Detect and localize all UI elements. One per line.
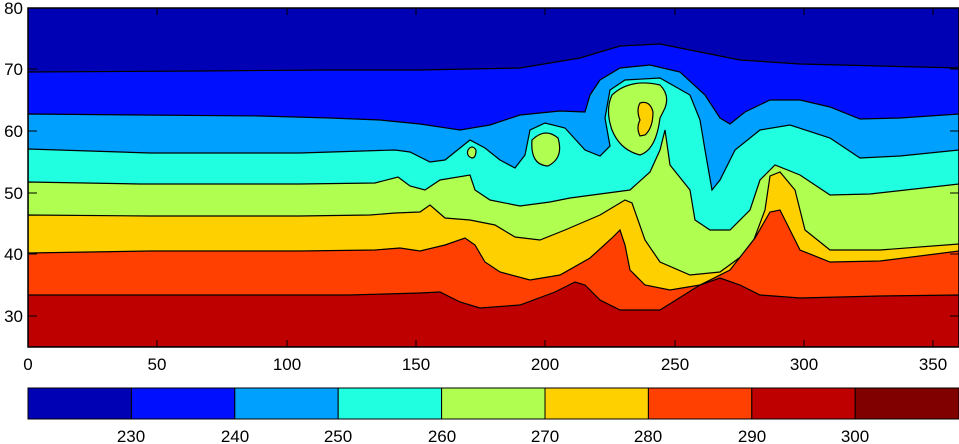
vortex-core-green	[607, 82, 668, 156]
x-tick-250: 250	[661, 355, 689, 374]
colorbar-swatch-6	[544, 387, 649, 420]
x-tick-100: 100	[273, 355, 301, 374]
colorbar-labels: 230 240 250 260 270 280 290 300	[117, 427, 869, 444]
colorbar-label-250: 250	[324, 427, 352, 444]
y-tick-50: 50	[4, 184, 23, 203]
x-tick-300: 300	[790, 355, 818, 374]
x-tick-150: 150	[402, 355, 430, 374]
colorbar-swatch-1	[27, 387, 132, 420]
colorbar-label-290: 290	[738, 427, 766, 444]
colorbar-swatch-3	[234, 387, 339, 420]
colorbar-label-240: 240	[221, 427, 249, 444]
colorbar-label-260: 260	[428, 427, 456, 444]
x-axis	[156, 8, 934, 347]
y-tick-30: 30	[4, 307, 23, 326]
plot-frame	[27, 7, 959, 348]
x-tick-50: 50	[148, 355, 167, 374]
y-tick-labels: 30 40 50 60 70 80	[4, 0, 23, 326]
colorbar-swatch-8	[751, 387, 856, 420]
colorbar-swatch-4	[337, 387, 443, 420]
x-tick-labels: 0 50 100 150 200 250 300 350	[23, 355, 947, 374]
colorbar-swatch-2	[130, 387, 236, 420]
y-tick-70: 70	[4, 60, 23, 79]
y-axis	[28, 68, 959, 317]
contour-plot-area	[28, 8, 959, 347]
x-tick-200: 200	[531, 355, 559, 374]
colorbar-swatch-5	[441, 387, 546, 420]
y-tick-80: 80	[4, 0, 23, 18]
colorbar-label-300: 300	[841, 427, 869, 444]
eddy-200	[531, 132, 561, 167]
y-tick-40: 40	[4, 245, 23, 264]
colorbar-swatch-7	[647, 387, 753, 420]
colorbar-swatch-9	[854, 387, 959, 420]
band-290-300	[28, 277, 959, 347]
colorbar	[27, 387, 959, 420]
colorbar-label-280: 280	[634, 427, 662, 444]
eddy-171	[466, 146, 477, 159]
colorbar-label-230: 230	[117, 427, 145, 444]
x-tick-350: 350	[919, 355, 947, 374]
y-tick-60: 60	[4, 122, 23, 141]
vortex-core-yellow	[637, 101, 654, 137]
x-tick-0: 0	[23, 355, 32, 374]
colorbar-label-270: 270	[531, 427, 559, 444]
